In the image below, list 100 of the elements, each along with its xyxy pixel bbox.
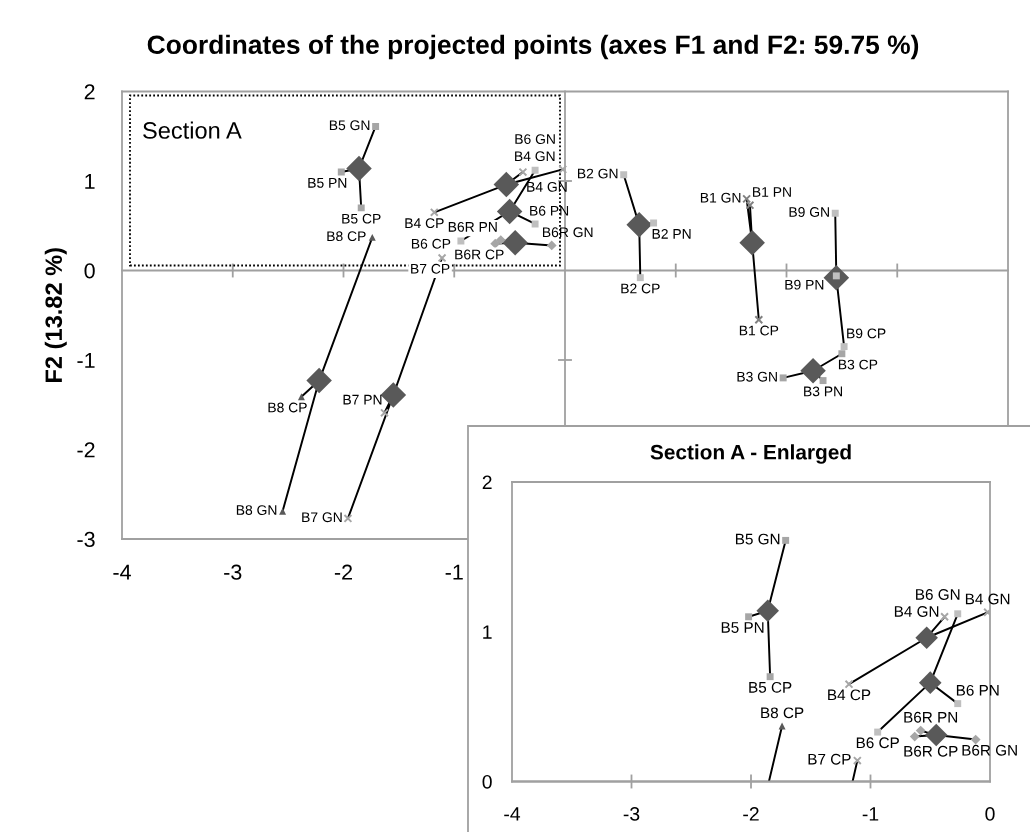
point <box>940 612 950 622</box>
point <box>766 673 774 681</box>
data-label: B4 CP <box>405 218 444 229</box>
point <box>429 207 439 217</box>
data-label: B6R GN <box>962 744 1017 756</box>
y-tick-label: 0 <box>84 263 95 279</box>
y-tick-label: 2 <box>482 475 492 490</box>
point <box>742 194 752 204</box>
data-label: B6 CP <box>856 737 899 749</box>
point <box>756 599 780 623</box>
data-label: B7 GN <box>302 512 342 523</box>
point <box>297 393 305 401</box>
point <box>970 734 981 745</box>
point <box>754 315 764 325</box>
point <box>518 167 528 177</box>
x-tick-label: 0 <box>985 807 995 821</box>
point <box>493 171 520 198</box>
point <box>745 613 753 621</box>
point <box>380 382 407 408</box>
point <box>636 274 644 282</box>
data-label: B6 GN <box>515 134 555 144</box>
point <box>437 253 447 263</box>
data-label: B5 GN <box>735 533 780 545</box>
point <box>346 155 372 182</box>
data-label: B4 CP <box>828 689 871 701</box>
data-label: B1 PN <box>753 187 791 197</box>
data-label: B5 CP <box>749 681 792 693</box>
annotation: Section A <box>143 121 242 139</box>
data-label: B2 GN <box>578 168 618 179</box>
x-tick-label: -3 <box>623 807 640 821</box>
y-axis-title: F2 (13.82 %) <box>44 248 67 382</box>
data-label: B6 PN <box>956 684 999 696</box>
data-label: B4 GN <box>894 606 939 617</box>
point <box>778 722 786 730</box>
point <box>915 626 938 650</box>
chart-title: Section A - Enlarged <box>650 444 851 464</box>
point <box>852 756 862 765</box>
point <box>874 728 882 736</box>
data-label: B6 GN <box>916 589 960 600</box>
point <box>918 671 942 694</box>
point <box>380 408 389 418</box>
data-label: B7 CP <box>808 753 851 765</box>
point <box>368 233 376 241</box>
data-label: B6R PN <box>448 221 497 232</box>
point <box>626 212 652 238</box>
data-label: B8 CP <box>761 707 804 719</box>
point <box>531 220 539 228</box>
y-tick-label: 2 <box>84 84 95 100</box>
y-tick-label: 1 <box>483 625 492 639</box>
data-label: B3 CP <box>838 359 878 370</box>
point <box>831 209 839 217</box>
point <box>915 725 926 736</box>
data-label: B8 GN <box>236 505 277 515</box>
x-tick-label: -1 <box>445 564 463 580</box>
data-label: B7 CP <box>411 263 450 274</box>
point <box>954 700 962 708</box>
data-label: B6 PN <box>530 205 569 216</box>
data-label: B9 PN <box>785 279 824 290</box>
point <box>306 367 332 394</box>
data-label: B5 PN <box>308 178 347 188</box>
data-label: B8 CP <box>327 231 366 242</box>
data-label: B2 CP <box>621 283 660 294</box>
x-tick-label: -4 <box>113 564 131 580</box>
point <box>782 536 790 544</box>
x-tick-label: -2 <box>743 807 759 821</box>
point <box>558 164 568 174</box>
y-tick-label: 0 <box>482 774 492 789</box>
data-label: B9 GN <box>789 207 829 217</box>
point <box>819 377 827 385</box>
point <box>337 168 345 176</box>
y-tick-label: -1 <box>77 352 95 368</box>
data-label: B6R CP <box>904 745 958 757</box>
point <box>650 219 658 227</box>
data-label: B1 CP <box>739 325 779 336</box>
data-label: B6R GN <box>542 227 593 238</box>
point <box>457 237 465 245</box>
point <box>490 238 501 249</box>
point <box>954 610 962 618</box>
point <box>343 513 353 523</box>
data-label: B1 GN <box>700 192 741 203</box>
point <box>372 122 380 130</box>
point <box>924 723 948 747</box>
data-label: B5 PN <box>721 622 764 633</box>
data-label: B9 CP <box>847 328 886 339</box>
data-label: B6R CP <box>455 249 504 260</box>
point <box>496 198 523 225</box>
data-label: B5 CP <box>342 213 381 224</box>
data-label: B5 GN <box>329 120 370 131</box>
data-label: B7 PN <box>343 394 382 405</box>
point <box>531 166 539 174</box>
data-label: B2 PN <box>652 228 691 239</box>
y-tick-label: 1 <box>85 173 95 189</box>
data-label: B3 GN <box>737 371 777 382</box>
point <box>502 229 528 256</box>
point <box>546 240 557 251</box>
point <box>495 235 506 245</box>
y-tick-label: -3 <box>77 531 95 548</box>
point <box>838 350 846 358</box>
x-tick-label: -4 <box>504 807 521 821</box>
x-tick-label: -1 <box>862 807 879 821</box>
